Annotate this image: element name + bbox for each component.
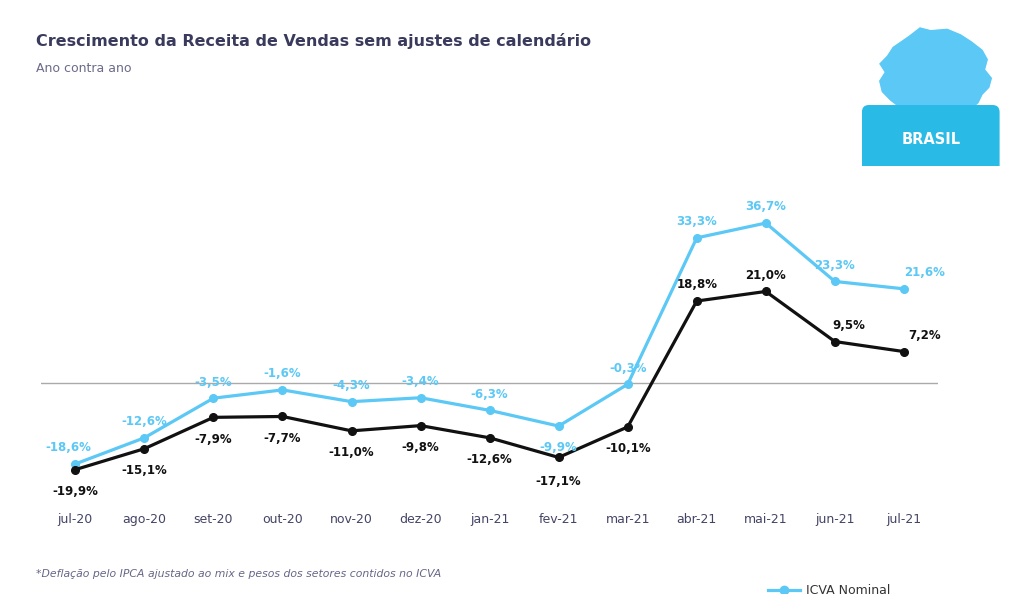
ICVA Nominal (621, 381, 633, 388)
ICVA Nominal (897, 285, 909, 292)
Line: ICVA Deflacionado*: ICVA Deflacionado* (71, 287, 907, 473)
Text: -10,1%: -10,1% (604, 442, 650, 455)
ICVA Deflacionado* (69, 466, 82, 473)
Text: Ano contra ano: Ano contra ano (36, 62, 131, 75)
Polygon shape (877, 27, 991, 131)
Text: Crescimento da Receita de Vendas sem ajustes de calendário: Crescimento da Receita de Vendas sem aju… (36, 33, 590, 49)
Line: ICVA Nominal: ICVA Nominal (71, 219, 907, 467)
Text: 21,0%: 21,0% (745, 269, 786, 282)
Text: -0,3%: -0,3% (608, 362, 646, 375)
ICVA Nominal (276, 386, 288, 393)
ICVA Deflacionado* (139, 445, 151, 452)
FancyBboxPatch shape (861, 105, 999, 173)
ICVA Nominal (414, 394, 426, 402)
Text: -7,9%: -7,9% (195, 432, 232, 446)
Text: -18,6%: -18,6% (46, 441, 92, 454)
ICVA Nominal (690, 234, 702, 241)
Text: -6,3%: -6,3% (471, 388, 507, 401)
Text: -17,1%: -17,1% (535, 475, 581, 488)
ICVA Nominal (345, 398, 358, 405)
Legend: ICVA Nominal, ICVA Deflacionado*: ICVA Nominal, ICVA Deflacionado* (762, 579, 931, 594)
ICVA Nominal (483, 407, 495, 414)
Text: 9,5%: 9,5% (832, 319, 864, 332)
ICVA Nominal (827, 278, 840, 285)
Text: 7,2%: 7,2% (907, 329, 940, 342)
Text: -12,6%: -12,6% (467, 453, 512, 466)
ICVA Deflacionado* (897, 348, 909, 355)
Text: 21,6%: 21,6% (903, 266, 944, 279)
Text: 23,3%: 23,3% (813, 259, 854, 272)
Text: -4,3%: -4,3% (332, 379, 370, 392)
Text: -11,0%: -11,0% (328, 446, 374, 459)
Text: -9,8%: -9,8% (401, 441, 439, 454)
ICVA Nominal (69, 460, 82, 467)
Text: -7,7%: -7,7% (264, 432, 301, 445)
ICVA Nominal (759, 220, 771, 227)
ICVA Nominal (552, 422, 565, 429)
ICVA Nominal (139, 434, 151, 441)
ICVA Deflacionado* (827, 338, 840, 345)
Text: BRASIL: BRASIL (901, 132, 959, 147)
ICVA Deflacionado* (483, 434, 495, 441)
ICVA Deflacionado* (345, 427, 358, 434)
Text: -12,6%: -12,6% (121, 415, 167, 428)
ICVA Deflacionado* (276, 413, 288, 420)
Text: -1,6%: -1,6% (263, 367, 301, 380)
Text: -3,4%: -3,4% (401, 375, 439, 388)
Text: -3,5%: -3,5% (195, 375, 232, 388)
Text: 36,7%: 36,7% (745, 201, 786, 213)
ICVA Deflacionado* (414, 422, 426, 429)
ICVA Deflacionado* (621, 424, 633, 431)
Text: 33,3%: 33,3% (676, 215, 716, 228)
ICVA Deflacionado* (759, 288, 771, 295)
Text: -19,9%: -19,9% (52, 485, 98, 498)
Text: -15,1%: -15,1% (121, 464, 167, 477)
ICVA Deflacionado* (552, 454, 565, 461)
Text: -9,9%: -9,9% (539, 441, 577, 454)
ICVA Nominal (207, 394, 219, 402)
ICVA Deflacionado* (690, 298, 702, 305)
Text: 18,8%: 18,8% (676, 279, 716, 292)
ICVA Deflacionado* (207, 414, 219, 421)
Text: *Deflação pelo IPCA ajustado ao mix e pesos dos setores contidos no ICVA: *Deflação pelo IPCA ajustado ao mix e pe… (36, 569, 440, 579)
